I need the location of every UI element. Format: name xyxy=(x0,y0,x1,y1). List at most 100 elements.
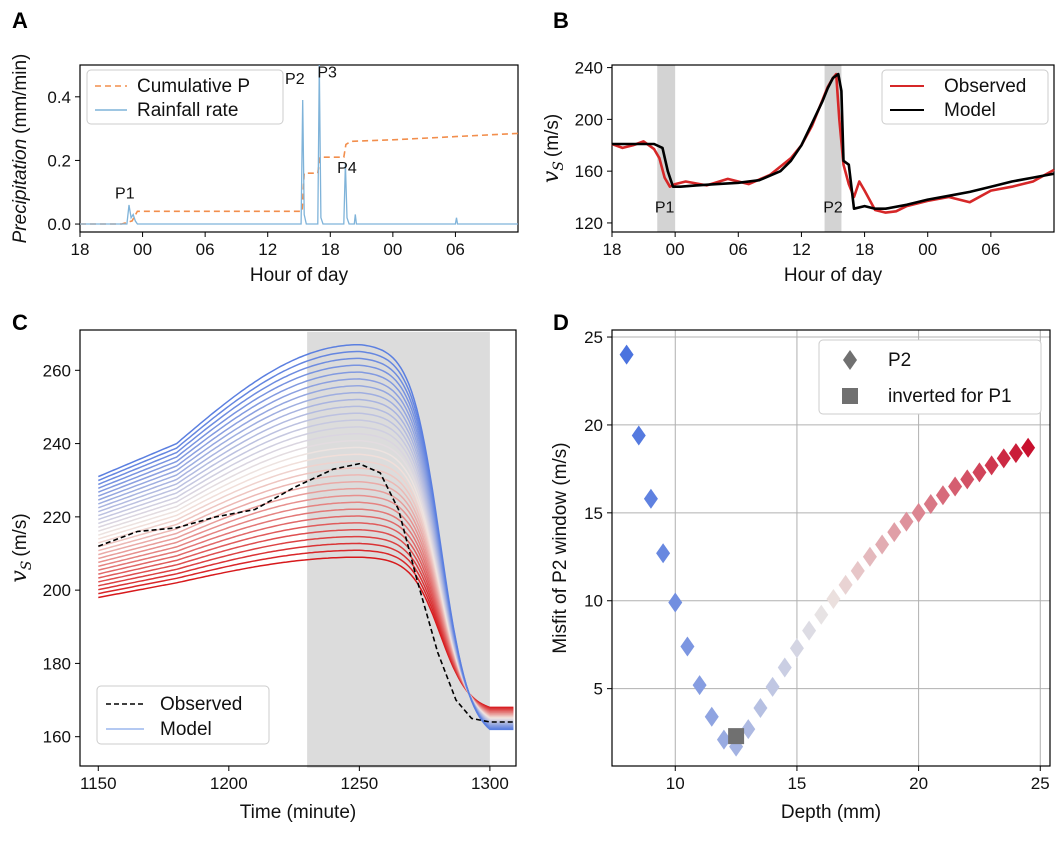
peak-annotation: P2 xyxy=(285,71,305,88)
p2-diamond-marker xyxy=(838,574,853,595)
model-curve xyxy=(98,542,514,710)
y-tick-label: 0.0 xyxy=(47,215,71,234)
p2-diamond-marker xyxy=(741,719,756,740)
legend-label-model: Model xyxy=(160,719,212,740)
model-curve xyxy=(98,556,514,709)
y-tick-label: 15 xyxy=(584,504,603,523)
window-annotation: P1 xyxy=(655,200,675,217)
p2-diamond-marker xyxy=(875,534,890,555)
plot-frame xyxy=(79,64,519,233)
peak-annotation: P4 xyxy=(337,160,357,177)
p2-diamond-marker xyxy=(862,546,877,567)
y-axis-label: Precipitation (mm/min) xyxy=(10,54,31,244)
x-tick-label: 20 xyxy=(909,774,928,793)
x-tick-label: 06 xyxy=(729,240,748,259)
legend-label-observed: Observed xyxy=(944,76,1026,97)
plot-frame xyxy=(79,329,517,767)
x-tick-label: 25 xyxy=(1031,774,1050,793)
y-tick-label: 25 xyxy=(584,328,603,347)
x-tick-label: 1300 xyxy=(471,774,509,793)
x-axis-label: Time (minute) xyxy=(240,802,356,823)
y-axis-unit: (m/s) xyxy=(10,513,31,556)
legend-label-rainfall: Rainfall rate xyxy=(137,100,238,121)
y-tick-label: 160 xyxy=(43,728,71,747)
legend-label-observed: Observed xyxy=(160,694,242,715)
legend: Observed Model xyxy=(96,685,270,745)
window-annotation: P2 xyxy=(823,200,843,217)
p2-diamond-marker xyxy=(935,485,950,506)
p2-diamond-marker xyxy=(704,706,719,727)
panel-d: D 10 15 20 25 5 10 15 20 25 Depth (mm) Misfit of P2… xyxy=(550,310,1051,823)
y-axis-label: vS (m/s) xyxy=(539,114,567,183)
legend-box xyxy=(818,339,1042,415)
p2-diamond-marker xyxy=(899,511,914,532)
p2-diamond-marker xyxy=(692,675,707,696)
p2-diamond-marker xyxy=(656,543,671,564)
p2-diamond-marker xyxy=(643,488,658,509)
y-axis-subscript: S xyxy=(551,161,567,171)
p2-diamond-marker xyxy=(789,638,804,659)
y-tick-label: 200 xyxy=(575,110,603,129)
p2-diamond-marker xyxy=(619,344,634,365)
model-line xyxy=(612,72,1055,210)
y-tick-label: 260 xyxy=(43,361,71,380)
p2-diamond-marker xyxy=(850,560,865,581)
y-axis-symbol: v xyxy=(539,170,564,183)
legend-label-model: Model xyxy=(944,100,996,121)
cumulative-p-line xyxy=(80,132,519,225)
y-axis-label: Misfit of P2 window (m/s) xyxy=(550,442,571,653)
y-tick-label: 160 xyxy=(575,162,603,181)
p2-diamond-marker xyxy=(802,620,817,641)
panel-letter-d: D xyxy=(553,310,569,335)
legend-label-cumulative: Cumulative P xyxy=(137,76,250,97)
p2-diamond-marker xyxy=(716,729,731,750)
x-tick-label: 00 xyxy=(133,240,152,259)
p2-diamond-marker xyxy=(631,425,646,446)
x-tick-label: 12 xyxy=(792,240,811,259)
y-tick-label: 180 xyxy=(43,654,71,673)
model-curve xyxy=(98,549,514,709)
x-tick-label: 00 xyxy=(383,240,402,259)
p2-diamond-marker xyxy=(984,455,999,476)
peak-annotation: P1 xyxy=(115,186,135,203)
x-tick-label: 06 xyxy=(196,240,215,259)
p2-diamond-marker xyxy=(948,476,963,497)
p2-diamond-marker xyxy=(765,676,780,697)
p2-diamond-marker xyxy=(1008,443,1023,464)
x-tick-label: 1250 xyxy=(340,774,378,793)
shaded-window xyxy=(657,65,676,232)
x-tick-label: 00 xyxy=(918,240,937,259)
p2-diamond-marker xyxy=(826,588,841,609)
x-tick-label: 06 xyxy=(446,240,465,259)
y-tick-label: 240 xyxy=(43,435,71,454)
x-tick-label: 15 xyxy=(787,774,806,793)
p2-diamond-marker xyxy=(777,657,792,678)
y-tick-label: 0.4 xyxy=(47,88,71,107)
x-axis-label: Depth (mm) xyxy=(781,802,881,823)
y-axis-label-unit: (mm/min) xyxy=(10,54,31,134)
x-tick-label: 18 xyxy=(603,240,622,259)
legend: Observed Model xyxy=(881,69,1049,125)
x-tick-label: 1200 xyxy=(210,774,248,793)
p2-diamond-marker xyxy=(1021,437,1036,458)
inverted-p1-square-marker xyxy=(728,728,745,745)
y-axis-label-italic: Precipitation xyxy=(10,139,31,244)
x-tick-label: 00 xyxy=(666,240,685,259)
legend-box xyxy=(86,69,284,125)
x-tick-label: 06 xyxy=(981,240,1000,259)
legend-swatch-inverted xyxy=(842,388,858,404)
y-tick-label: 120 xyxy=(575,214,603,233)
shaded-window xyxy=(307,331,490,768)
p2-diamond-marker xyxy=(680,636,695,657)
y-axis-unit: (m/s) xyxy=(542,114,563,157)
p2-diamond-marker xyxy=(814,604,829,625)
x-tick-label: 1150 xyxy=(80,774,117,793)
legend-label-inverted: inverted for P1 xyxy=(888,386,1012,407)
y-axis-symbol: v xyxy=(7,570,32,583)
x-axis-label: Hour of day xyxy=(784,265,883,286)
y-tick-label: 200 xyxy=(43,581,71,600)
legend: P2 inverted for P1 xyxy=(818,339,1042,415)
plot-frame xyxy=(611,329,1051,767)
p2-diamond-marker xyxy=(960,469,975,490)
legend-swatch-p2 xyxy=(843,350,857,370)
